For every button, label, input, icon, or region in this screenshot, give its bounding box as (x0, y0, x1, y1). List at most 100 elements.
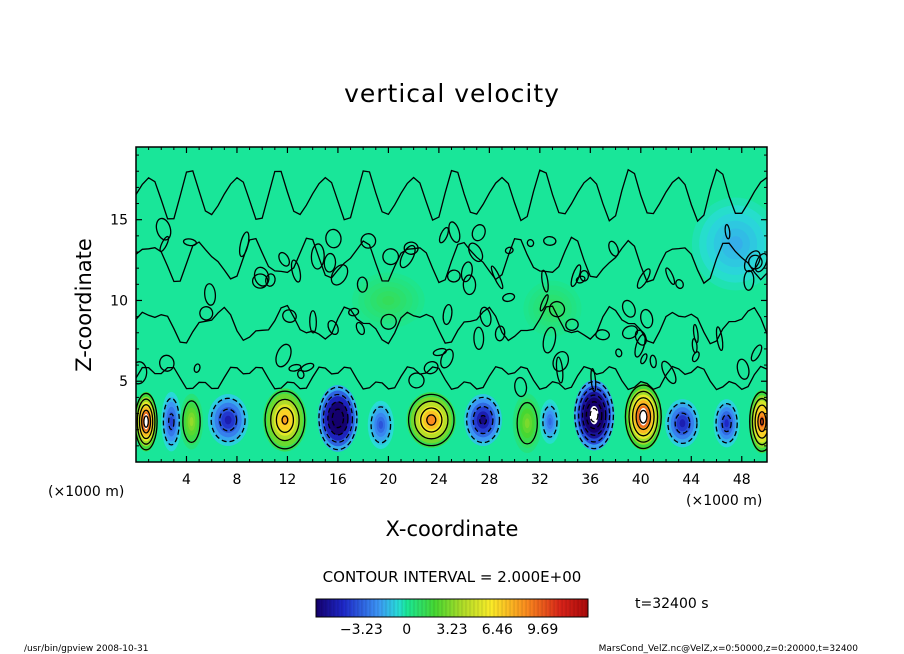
contour-line (565, 318, 579, 331)
velocity-cell (406, 392, 456, 448)
colorbar-stripe (438, 599, 441, 617)
contour-line (282, 309, 297, 323)
colorbar-stripe (464, 599, 467, 617)
colorbar-tick-label: 6.46 (482, 622, 513, 638)
colorbar-stripe (434, 599, 437, 617)
contour-line (270, 398, 300, 442)
colorbar-stripe (546, 599, 549, 617)
contour-line (624, 384, 662, 450)
colorbar-stripe (496, 599, 499, 617)
colorbar-stripe (512, 599, 515, 617)
colorbar-stripe (366, 599, 369, 617)
colorbar-stripe (436, 599, 439, 617)
colorbar-stripe (362, 599, 365, 617)
colorbar-stripe (502, 599, 505, 617)
colorbar-stripe (544, 599, 547, 617)
x-tick-label: 32 (531, 472, 549, 488)
colorbar-stripe (578, 599, 581, 617)
x-tick-label: 28 (480, 472, 498, 488)
colorbar-stripe (478, 599, 481, 617)
contour-line (759, 417, 764, 426)
colorbar-stripe (562, 599, 565, 617)
x-unit-label-right: (×1000 m) (686, 493, 762, 509)
contour-line (310, 243, 325, 270)
colorbar-stripe (420, 599, 423, 617)
colorbar-stripe (346, 599, 349, 617)
contour-line (542, 326, 557, 354)
contour-line (640, 353, 648, 365)
colorbar-stripe (570, 599, 573, 617)
colorbar-stripe (518, 599, 521, 617)
x-unit-label-left: (×1000 m) (48, 484, 124, 500)
contour-line (275, 406, 295, 434)
contour-line (199, 306, 214, 321)
contour-line (325, 228, 342, 249)
contour-line (628, 390, 659, 443)
contour-line (423, 360, 439, 375)
contour-line (155, 217, 172, 241)
colorbar-stripe (482, 599, 485, 617)
contour-line (621, 299, 636, 318)
contour-line (754, 252, 767, 273)
colorbar-stripe (524, 599, 527, 617)
colorbar-stripe (374, 599, 377, 617)
colorbar-stripe (486, 599, 489, 617)
colorbar-stripes (316, 599, 589, 617)
contour-line (300, 362, 315, 372)
colorbar-stripe (528, 599, 531, 617)
cell-level (224, 415, 232, 425)
colorbar-stripe (458, 599, 461, 617)
x-tick-label: 12 (279, 472, 297, 488)
contour-line (193, 363, 201, 373)
contour-line (432, 347, 447, 357)
velocity-cell (665, 399, 700, 448)
contour-line (473, 326, 485, 350)
contour-line (635, 403, 652, 431)
contour-line (526, 238, 535, 248)
contour-line (667, 402, 698, 445)
colorbar-stripe (510, 599, 513, 617)
colorbar-stripe (358, 599, 361, 617)
contour-line (264, 390, 306, 450)
cell-level (679, 419, 686, 428)
colorbar-stripe (526, 599, 529, 617)
contour-line (265, 273, 276, 287)
contour-line (322, 393, 354, 443)
cell-level (169, 416, 174, 427)
colorbar-stripe (574, 599, 577, 617)
x-tick-label: 44 (682, 472, 700, 488)
colorbar-stripe (318, 599, 321, 617)
contour-line (675, 279, 684, 290)
colorbar-stripe (456, 599, 459, 617)
cell-level (548, 417, 552, 426)
colorbar-stripe (336, 599, 339, 617)
contour-line (724, 223, 731, 240)
colorbar-stripe (372, 599, 375, 617)
chart-title: vertical velocity (344, 79, 560, 108)
colorbar-stripe (402, 599, 405, 617)
colorbar-stripe (560, 599, 563, 617)
contour-line (471, 224, 486, 242)
contour-line (581, 394, 607, 436)
footer-left: /usr/bin/gpview 2008-10-31 (24, 644, 148, 654)
contour-line (465, 396, 501, 444)
colorbar-stripe (554, 599, 557, 617)
velocity-cell (713, 399, 740, 448)
colorbar-stripe (550, 599, 553, 617)
colorbar-stripe (356, 599, 359, 617)
colorbar-stripe (412, 599, 415, 617)
contour-line (514, 376, 528, 398)
colorbar-stripe (368, 599, 371, 617)
contour-line (420, 407, 443, 433)
colorbar-stripe (572, 599, 575, 617)
contour-line (136, 392, 158, 451)
y-tick-label: 10 (110, 293, 128, 309)
colorbar-stripe (416, 599, 419, 617)
contour-line (440, 348, 454, 369)
colorbar-stripe (432, 599, 435, 617)
colorbar-stripe (514, 599, 517, 617)
contour-line (460, 261, 473, 283)
contour-line (590, 368, 597, 393)
footer-right: MarsCond_VelZ.nc@VelZ,x=0:50000,z=0:2000… (599, 644, 859, 654)
contour-line (539, 294, 549, 312)
